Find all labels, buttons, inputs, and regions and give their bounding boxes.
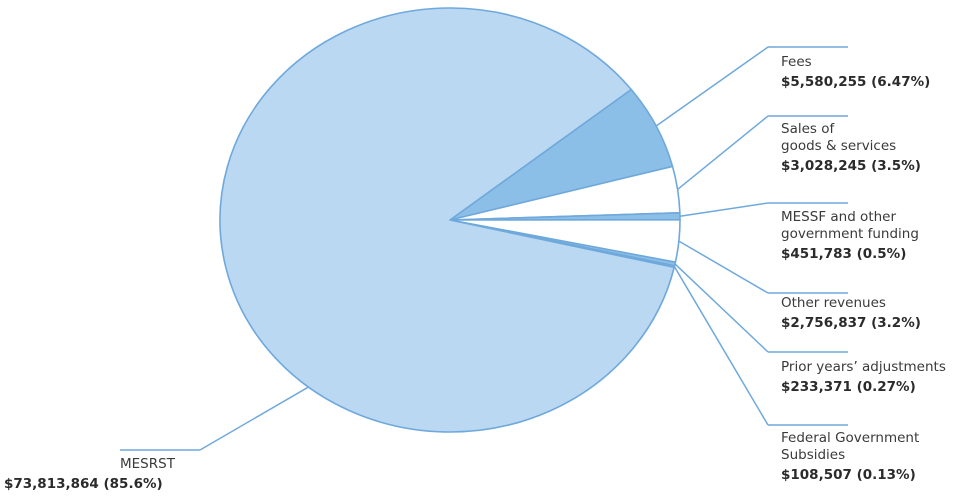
slice-value-messf-and-other-government-funding: $451,783 (0.5%) [781, 246, 906, 262]
slice-label-prior-years-adjustments: Prior years’ adjustments [781, 359, 946, 375]
slice-label-mesrst: MESRST [120, 456, 176, 472]
leader-line-fees [655, 46, 769, 127]
slice-value-fees: $5,580,255 (6.47%) [781, 74, 930, 90]
leader-line-mesrst [199, 386, 309, 451]
leader-line-other-revenues [678, 240, 769, 294]
slice-label-other-revenues: Other revenues [781, 295, 886, 311]
slice-label-federal-government-subsidies: Federal Government Subsidies [781, 430, 919, 463]
slice-labels: Fees $5,580,255 (6.47%) Sales of goods & se… [4, 54, 946, 492]
slice-label-messf-and-other-government-funding: MESSF and other government funding [781, 209, 919, 242]
slice-value-federal-government-subsidies: $108,507 (0.13%) [781, 467, 916, 483]
slice-value-sales-of-goods-services: $3,028,245 (3.5%) [781, 158, 921, 174]
pie-slice-mesrst [219, 7, 675, 433]
leader-line-prior-years-adjustments [674, 263, 769, 353]
leader-line-messf-and-other-government-funding [679, 202, 769, 218]
leader-lines [120, 46, 848, 451]
pie-slices [219, 7, 681, 433]
slice-label-fees: Fees [781, 54, 812, 70]
slice-value-mesrst: $73,813,864 (85.6%) [4, 476, 163, 492]
slice-value-prior-years-adjustments: $233,371 (0.27%) [781, 379, 916, 395]
leader-line-federal-government-subsidies [673, 266, 769, 426]
slice-value-other-revenues: $2,756,837 (3.2%) [781, 315, 921, 331]
slice-label-sales-of-goods-services: Sales of goods & services [781, 121, 896, 154]
leader-line-sales-of-goods-services [677, 115, 769, 191]
